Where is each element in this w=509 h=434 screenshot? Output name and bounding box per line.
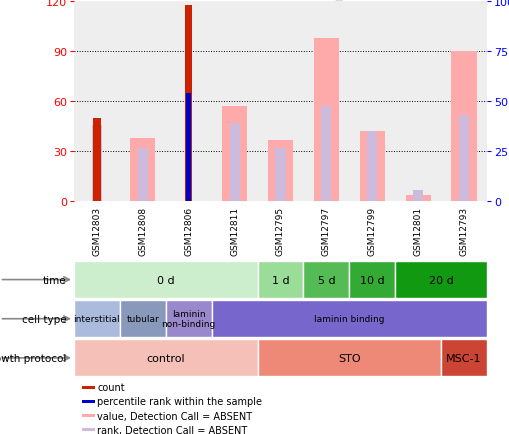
Bar (440, 340, 486, 376)
Text: GSM12811: GSM12811 (230, 207, 239, 256)
Bar (74, 301, 120, 337)
Text: GSM12795: GSM12795 (275, 207, 285, 256)
Bar (82, 428, 95, 431)
Text: GSM12803: GSM12803 (92, 207, 101, 256)
Text: count: count (97, 382, 125, 392)
Text: value, Detection Call = ABSENT: value, Detection Call = ABSENT (97, 411, 252, 421)
Bar (405, 195, 430, 202)
Text: time: time (43, 275, 66, 285)
Text: rank, Detection Call = ABSENT: rank, Detection Call = ABSENT (97, 425, 247, 434)
Bar (458, 115, 468, 202)
Bar (186, 94, 191, 202)
Text: GSM12801: GSM12801 (413, 207, 422, 256)
Bar (229, 124, 239, 202)
Bar (130, 138, 155, 202)
Text: percentile rank within the sample: percentile rank within the sample (97, 397, 262, 407)
Bar (257, 262, 303, 298)
Bar (211, 301, 486, 337)
Bar (267, 140, 293, 202)
Text: GSM12797: GSM12797 (321, 207, 330, 256)
Bar (221, 107, 247, 202)
Bar (74, 340, 257, 376)
Text: 5 d: 5 d (317, 275, 334, 285)
Text: tubular: tubular (126, 315, 159, 323)
Text: 0 d: 0 d (157, 275, 174, 285)
Bar (450, 52, 476, 202)
Text: cell type: cell type (21, 314, 66, 324)
Bar (275, 148, 285, 202)
Text: GSM12808: GSM12808 (138, 207, 147, 256)
Bar (321, 107, 331, 202)
Bar (120, 301, 165, 337)
Bar (185, 6, 192, 202)
Bar (257, 340, 440, 376)
Bar (366, 132, 377, 202)
Bar (359, 132, 384, 202)
Bar (82, 400, 95, 403)
Text: laminin
non-binding: laminin non-binding (161, 309, 215, 329)
Bar (394, 262, 486, 298)
Bar (313, 39, 338, 202)
Bar (165, 301, 211, 337)
Bar (412, 190, 422, 202)
Text: GSM12806: GSM12806 (184, 207, 193, 256)
Text: laminin binding: laminin binding (314, 315, 384, 323)
Text: growth protocol: growth protocol (0, 353, 66, 363)
Text: GSM12793: GSM12793 (459, 207, 468, 256)
Text: interstitial: interstitial (73, 315, 120, 323)
Bar (82, 386, 95, 389)
Text: control: control (146, 353, 185, 363)
Text: STO: STO (337, 353, 360, 363)
Bar (92, 125, 102, 202)
Bar (82, 414, 95, 417)
Bar (349, 262, 394, 298)
Text: MSC-1: MSC-1 (445, 353, 481, 363)
Bar (137, 148, 148, 202)
Text: 10 d: 10 d (359, 275, 384, 285)
Bar (303, 262, 349, 298)
Text: 1 d: 1 d (271, 275, 289, 285)
Bar (93, 118, 100, 202)
Text: 20 d: 20 d (428, 275, 453, 285)
Bar (74, 262, 257, 298)
Text: GSM12799: GSM12799 (367, 207, 376, 256)
